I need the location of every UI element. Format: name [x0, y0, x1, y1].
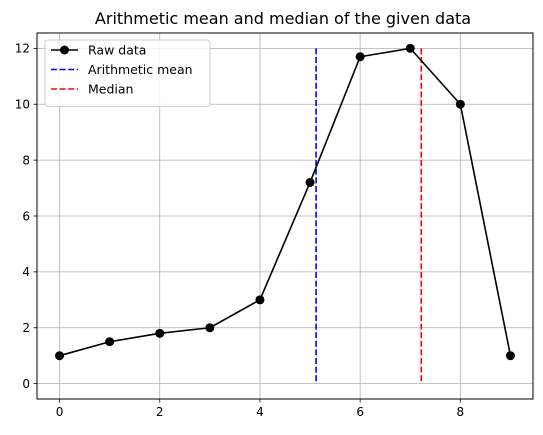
grid — [37, 33, 533, 399]
y-tick-label: 10 — [15, 98, 30, 112]
legend-label: Arithmetic mean — [88, 62, 193, 77]
data-point — [305, 177, 315, 187]
x-tick-label: 8 — [457, 405, 465, 419]
y-tick-label: 12 — [15, 42, 30, 56]
data-point — [455, 99, 465, 109]
data-point — [205, 323, 215, 333]
legend-label: Median — [88, 81, 133, 96]
y-tick-label: 8 — [22, 153, 30, 167]
data-point — [405, 43, 415, 53]
series-group — [55, 43, 515, 361]
data-point — [105, 337, 115, 347]
chart-title: Arithmetic mean and median of the given … — [95, 9, 471, 28]
x-tick-label: 4 — [256, 405, 264, 419]
reference-lines — [315, 48, 423, 384]
data-point — [255, 295, 265, 305]
plot-frame — [36, 32, 534, 400]
data-point — [55, 351, 65, 361]
x-tick-label: 6 — [356, 405, 364, 419]
data-point — [355, 52, 365, 62]
y-axis-ticks: 0 2 4 6 8 10 12 — [15, 42, 37, 391]
legend-box — [44, 39, 211, 107]
y-tick-label: 4 — [22, 265, 30, 279]
x-tick-label: 2 — [156, 405, 164, 419]
legend-marker — [60, 45, 69, 55]
y-tick-label: 2 — [22, 321, 30, 335]
y-tick-label: 0 — [22, 377, 30, 391]
y-tick-label: 6 — [22, 209, 30, 223]
legend: Raw data Arithmetic mean Median — [44, 39, 211, 107]
legend-label: Raw data — [88, 42, 146, 57]
data-point — [505, 351, 515, 361]
x-axis-ticks: 0 2 4 6 8 — [56, 399, 464, 419]
x-tick-label: 0 — [56, 405, 64, 419]
data-point — [155, 328, 165, 338]
series-line — [59, 47, 512, 357]
